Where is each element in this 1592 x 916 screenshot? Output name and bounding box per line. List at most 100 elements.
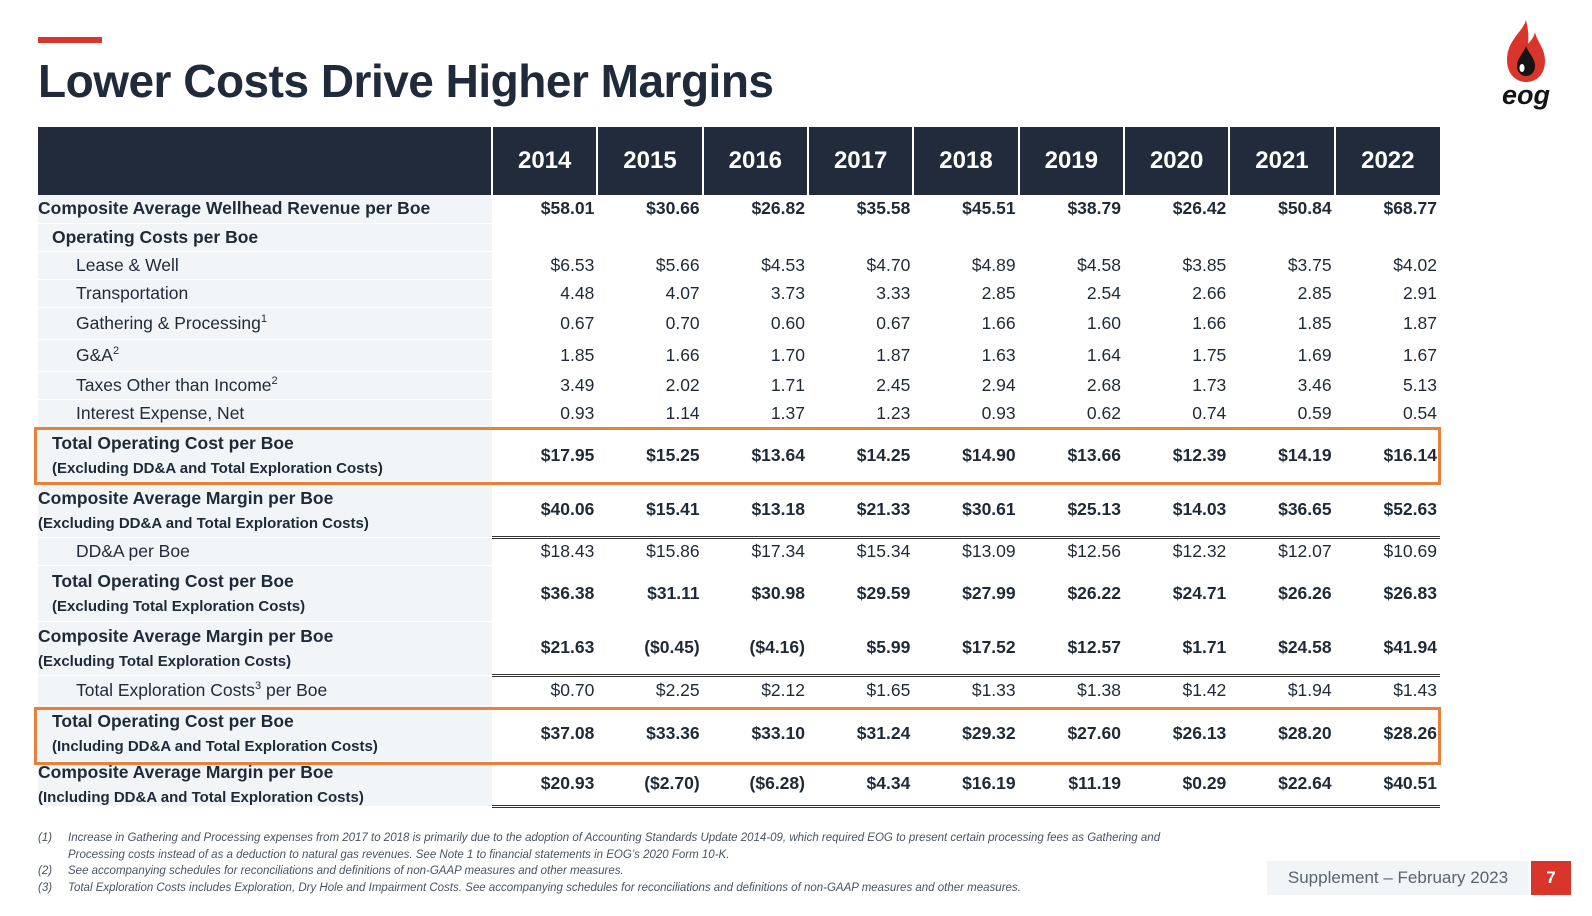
row-label: Gathering & Processing1 bbox=[38, 307, 492, 340]
value-cell: 2.85 bbox=[1229, 279, 1335, 308]
year-header: 2016 bbox=[702, 127, 809, 195]
value-cell: $33.10 bbox=[702, 705, 808, 762]
row-label: Total Exploration Costs3 per Boe bbox=[38, 675, 492, 706]
value-cell: $15.34 bbox=[807, 535, 914, 566]
value-cell: $1.33 bbox=[913, 673, 1019, 706]
value-cell: 0.59 bbox=[1229, 399, 1335, 428]
cost-margin-table: 2014 2015 2016 2017 2018 2019 2020 2021 … bbox=[38, 127, 1440, 808]
value-cell: $4.02 bbox=[1334, 251, 1440, 280]
row-label-text: G&A bbox=[76, 344, 113, 365]
row-label: Operating Costs per Boe bbox=[38, 223, 492, 252]
value-cell: $16.19 bbox=[913, 761, 1019, 808]
value-cell: $3.75 bbox=[1229, 251, 1335, 280]
value-cell: $50.84 bbox=[1229, 195, 1335, 224]
value-cell: $15.86 bbox=[597, 535, 703, 566]
value-cell bbox=[807, 223, 914, 252]
value-cell: 5.13 bbox=[1334, 371, 1440, 400]
year-header: 2022 bbox=[1334, 127, 1440, 195]
value-cell: $31.11 bbox=[597, 564, 703, 622]
table-row: Gathering & Processing1 0.67 0.70 0.60 0.67 1… bbox=[38, 307, 1440, 340]
footnote: (3) Total Exploration Costs includes Expl… bbox=[38, 880, 1218, 897]
row-label-text: Transportation bbox=[76, 282, 189, 303]
value-cell: $22.64 bbox=[1229, 761, 1335, 808]
table-row: DD&A per Boe $18.43 $15.86 $17.34 $15.34 $13.… bbox=[38, 535, 1440, 566]
row-label-suffix: per Boe bbox=[261, 679, 328, 700]
row-label: Composite Average Margin per Boe (Includi… bbox=[38, 761, 492, 807]
value-cell: $5.66 bbox=[597, 251, 703, 280]
value-cell: $25.13 bbox=[1018, 483, 1124, 538]
value-cell: $20.93 bbox=[492, 761, 598, 808]
table-row: Operating Costs per Boe bbox=[38, 223, 1440, 252]
value-cell: $45.51 bbox=[913, 195, 1019, 224]
table-row: Transportation 4.48 4.07 3.73 3.33 2.85 2.54 2.… bbox=[38, 279, 1440, 308]
value-cell: $4.34 bbox=[807, 761, 914, 808]
value-cell: $3.85 bbox=[1123, 251, 1230, 280]
year-header: 2015 bbox=[597, 127, 704, 195]
row-label-text: Composite Average Wellhead Revenue per B… bbox=[38, 198, 431, 219]
value-cell: $5.99 bbox=[807, 621, 914, 676]
row-label-text: Taxes Other than Income bbox=[76, 374, 272, 395]
year-header: 2017 bbox=[807, 127, 915, 195]
table-row: Composite Average Margin per Boe (Excludi… bbox=[38, 483, 1440, 538]
value-cell: 1.69 bbox=[1229, 339, 1335, 372]
row-label: Composite Average Wellhead Revenue per B… bbox=[38, 195, 492, 224]
value-cell: 0.93 bbox=[913, 399, 1019, 428]
value-cell: $21.63 bbox=[492, 621, 598, 676]
value-cell: ($4.16) bbox=[702, 621, 808, 676]
value-cell: 1.64 bbox=[1018, 339, 1124, 372]
row-label: Taxes Other than Income2 bbox=[38, 371, 492, 400]
value-cell: $30.61 bbox=[913, 483, 1019, 538]
value-cell: 4.07 bbox=[597, 279, 703, 308]
value-cell: 1.63 bbox=[913, 339, 1019, 372]
page-number: 7 bbox=[1531, 861, 1571, 895]
value-cell: 0.67 bbox=[492, 307, 598, 340]
value-cell: $13.18 bbox=[702, 483, 808, 538]
table-row: Lease & Well $6.53 $5.66 $4.53 $4.70 $4.89 $4.… bbox=[38, 251, 1440, 280]
value-cell: $58.01 bbox=[492, 195, 598, 224]
value-cell: $15.25 bbox=[597, 427, 703, 484]
value-cell: $4.58 bbox=[1018, 251, 1124, 280]
value-cell: $37.08 bbox=[492, 705, 598, 762]
value-cell: $4.53 bbox=[702, 251, 808, 280]
value-cell: 0.70 bbox=[597, 307, 703, 340]
value-cell: $41.94 bbox=[1334, 621, 1440, 676]
value-cell: 1.66 bbox=[1123, 307, 1230, 340]
row-label: Total Operating Cost per Boe (Including D… bbox=[38, 705, 492, 762]
row-label-text: Composite Average Margin per Boe bbox=[38, 761, 334, 782]
eog-logo-text: eog bbox=[1501, 80, 1550, 110]
highlight-box-excluding bbox=[34, 427, 1441, 485]
value-cell: $12.39 bbox=[1123, 427, 1230, 484]
value-cell: $27.60 bbox=[1018, 705, 1124, 762]
row-label-text: Operating Costs per Boe bbox=[52, 226, 259, 247]
value-cell bbox=[1229, 223, 1335, 252]
value-cell: $4.70 bbox=[807, 251, 914, 280]
row-label: Lease & Well bbox=[38, 251, 492, 280]
value-cell: 1.75 bbox=[1123, 339, 1230, 372]
footnote-number: (1) bbox=[38, 832, 53, 844]
value-cell: 1.67 bbox=[1334, 339, 1440, 372]
table-row: Total Exploration Costs3 per Boe $0.70 $2.… bbox=[38, 673, 1440, 706]
row-sublabel: (Excluding DD&A and Total Exploration Co… bbox=[52, 460, 383, 477]
value-cell: $14.90 bbox=[913, 427, 1019, 484]
value-cell: ($2.70) bbox=[597, 761, 703, 808]
row-label-text: Total Operating Cost per Boe bbox=[52, 571, 294, 591]
value-cell: 1.85 bbox=[492, 339, 598, 372]
footnote-text: Increase in Gathering and Processing exp… bbox=[68, 832, 1161, 861]
year-header: 2021 bbox=[1229, 127, 1336, 195]
value-cell: 3.33 bbox=[807, 279, 914, 308]
value-cell: $13.66 bbox=[1018, 427, 1124, 484]
value-cell bbox=[1334, 223, 1440, 252]
value-cell: $11.19 bbox=[1018, 761, 1124, 808]
value-cell: $68.77 bbox=[1334, 195, 1440, 224]
value-cell: $17.52 bbox=[913, 621, 1019, 676]
table-row: G&A2 1.85 1.66 1.70 1.87 1.63 1.64 1.75 1.69 1.67 bbox=[38, 339, 1440, 372]
value-cell: 2.94 bbox=[913, 371, 1019, 400]
value-cell: $33.36 bbox=[597, 705, 703, 762]
eog-flame-logo bbox=[1493, 18, 1559, 118]
value-cell: $6.53 bbox=[492, 251, 598, 280]
value-cell: $21.33 bbox=[807, 483, 914, 538]
header-blank-cell bbox=[38, 127, 493, 195]
year-header: 2019 bbox=[1018, 127, 1125, 195]
row-label: Total Operating Cost per Boe (Excluding T… bbox=[38, 565, 492, 622]
supplement-label: Supplement – February 2023 bbox=[1267, 861, 1529, 895]
